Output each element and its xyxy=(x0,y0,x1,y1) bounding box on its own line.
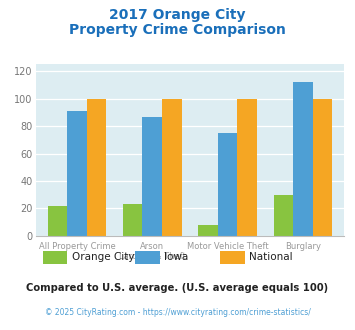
Bar xyxy=(142,116,162,236)
Bar xyxy=(198,225,218,236)
Text: National: National xyxy=(249,252,293,262)
Text: Iowa: Iowa xyxy=(164,252,188,262)
Text: 2017 Orange City: 2017 Orange City xyxy=(109,8,246,22)
Bar xyxy=(48,206,67,236)
Text: Orange City: Orange City xyxy=(72,252,134,262)
Bar xyxy=(67,111,87,236)
Text: Compared to U.S. average. (U.S. average equals 100): Compared to U.S. average. (U.S. average … xyxy=(26,283,329,293)
Text: © 2025 CityRating.com - https://www.cityrating.com/crime-statistics/: © 2025 CityRating.com - https://www.city… xyxy=(45,308,310,316)
Bar xyxy=(274,195,293,236)
Bar xyxy=(218,133,237,236)
Bar xyxy=(162,99,182,236)
Text: Property Crime Comparison: Property Crime Comparison xyxy=(69,23,286,37)
Bar xyxy=(237,99,257,236)
Bar xyxy=(293,82,313,236)
Bar xyxy=(87,99,106,236)
Bar xyxy=(123,204,142,236)
Bar xyxy=(313,99,332,236)
